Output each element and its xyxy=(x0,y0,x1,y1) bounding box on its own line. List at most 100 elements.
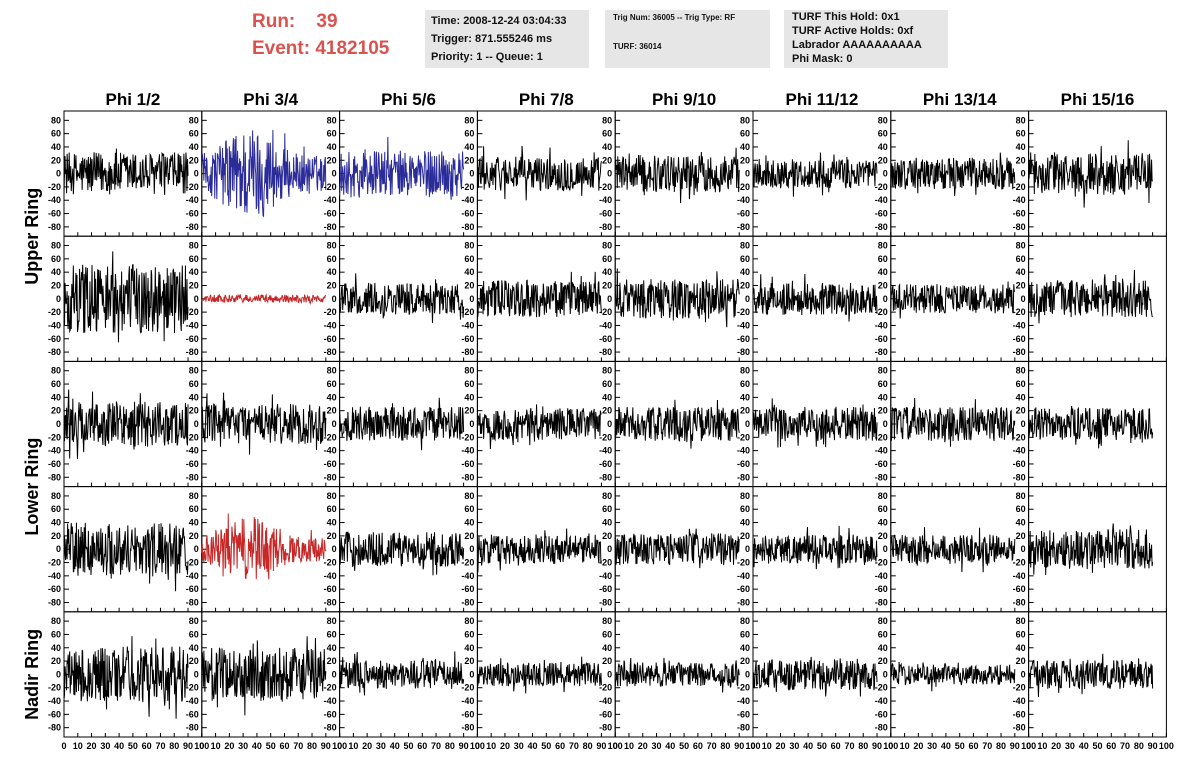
y-tick-label: -60 xyxy=(737,584,750,594)
y-tick-label: 40 xyxy=(327,142,337,152)
y-tick-label: -40 xyxy=(599,571,612,581)
y-tick-label: 80 xyxy=(1016,115,1026,125)
y-tick-label: -20 xyxy=(875,307,888,317)
x-tick-label: 20 xyxy=(638,741,648,751)
y-tick-label: 40 xyxy=(464,267,474,277)
y-tick-label: 0 xyxy=(1021,544,1026,554)
y-tick-label: 40 xyxy=(464,392,474,402)
y-tick-label: 60 xyxy=(464,129,474,139)
waveform-trace xyxy=(201,129,327,218)
y-tick-label: -40 xyxy=(875,696,888,706)
y-tick-label: -60 xyxy=(737,459,750,469)
waveform-panel: -80 -60 -40 -20 0 20 40 60 80 xyxy=(461,360,616,488)
y-tick-label: -60 xyxy=(599,459,612,469)
x-tick-label: 100 xyxy=(194,741,209,751)
y-tick-label: -40 xyxy=(324,571,337,581)
y-tick-label: 80 xyxy=(464,115,474,125)
y-tick-label: -60 xyxy=(324,209,337,219)
y-tick-label: 20 xyxy=(1016,280,1026,290)
y-tick-label: 60 xyxy=(1016,129,1026,139)
y-tick-label: -60 xyxy=(1013,709,1026,719)
y-tick-label: -20 xyxy=(461,432,474,442)
y-tick-label: 80 xyxy=(602,241,612,251)
y-tick-label: 40 xyxy=(740,518,750,528)
waveform-panel: -80 -60 -40 -20 0 20 40 60 80 xyxy=(324,235,478,362)
turf-active-text: TURF Active Holds: 0xf xyxy=(792,25,914,37)
x-tick-label: 30 xyxy=(789,741,799,751)
y-tick-label: 80 xyxy=(51,366,61,376)
y-tick-label: -40 xyxy=(48,446,61,456)
y-tick-label: -40 xyxy=(1013,696,1026,706)
x-tick-label: 80 xyxy=(858,741,868,751)
y-tick-label: -20 xyxy=(599,683,612,693)
x-tick-label: 0 xyxy=(613,741,618,751)
y-tick-label: -80 xyxy=(599,723,612,733)
x-tick-label: 10 xyxy=(1037,741,1047,751)
y-tick-label: 20 xyxy=(740,155,750,165)
column-label: Phi 5/6 xyxy=(381,90,436,109)
y-tick-label: -80 xyxy=(599,222,612,232)
y-tick-label: -80 xyxy=(324,472,337,482)
y-tick-label: -20 xyxy=(599,307,612,317)
y-tick-label: 20 xyxy=(602,531,612,541)
y-tick-label: -20 xyxy=(324,432,337,442)
y-tick-label: -80 xyxy=(875,597,888,607)
x-tick-label: 90 xyxy=(596,741,606,751)
y-tick-label: 0 xyxy=(469,294,474,304)
y-tick-label: 80 xyxy=(464,616,474,626)
y-tick-label: -60 xyxy=(599,334,612,344)
y-tick-label: 20 xyxy=(189,656,199,666)
waveform-trace xyxy=(890,152,1016,196)
time-info-box: Time: 2008-12-24 03:04:33 Trigger: 871.5… xyxy=(425,10,589,68)
y-tick-label: 0 xyxy=(745,544,750,554)
y-tick-label: 0 xyxy=(883,169,888,179)
x-tick-label: 60 xyxy=(555,741,565,751)
y-tick-label: 40 xyxy=(189,518,199,528)
y-tick-label: 40 xyxy=(327,518,337,528)
y-tick-label: -20 xyxy=(461,683,474,693)
waveform-trace xyxy=(752,398,878,448)
waveform-panel: -80 -60 -40 -20 0 20 40 60 80 xyxy=(599,110,754,237)
x-tick-label: 60 xyxy=(142,741,152,751)
y-tick-label: 40 xyxy=(327,392,337,402)
column-label: Phi 13/14 xyxy=(923,90,997,109)
y-tick-label: 60 xyxy=(189,129,199,139)
waveform-trace xyxy=(201,513,327,580)
y-tick-label: 60 xyxy=(602,254,612,264)
waveform-trace xyxy=(1028,653,1154,697)
y-tick-label: 0 xyxy=(194,294,199,304)
y-tick-label: -40 xyxy=(1013,320,1026,330)
y-tick-label: -80 xyxy=(186,222,199,232)
y-tick-label: -80 xyxy=(737,222,750,232)
turf-info-box: TURF This Hold: 0x1 TURF Active Holds: 0… xyxy=(784,10,948,68)
y-tick-label: -20 xyxy=(461,307,474,317)
waveform-trace xyxy=(752,525,878,570)
x-tick-label: 0 xyxy=(475,741,480,751)
waveform-panel: -80 -60 -40 -20 0 20 40 60 80 xyxy=(737,486,892,613)
y-tick-label: -20 xyxy=(599,432,612,442)
y-tick-label: -20 xyxy=(48,432,61,442)
x-tick-label: 40 xyxy=(941,741,951,751)
y-tick-label: 60 xyxy=(878,379,888,389)
y-tick-label: 60 xyxy=(464,379,474,389)
y-tick-label: -60 xyxy=(737,209,750,219)
x-tick-label: 60 xyxy=(279,741,289,751)
y-tick-label: -20 xyxy=(186,432,199,442)
y-tick-label: 80 xyxy=(464,366,474,376)
x-tick-label: 50 xyxy=(128,741,138,751)
y-tick-label: -80 xyxy=(461,347,474,357)
y-tick-label: -60 xyxy=(48,584,61,594)
y-tick-label: 20 xyxy=(51,280,61,290)
x-tick-label: 100 xyxy=(1021,741,1036,751)
trigger-text: Trigger: 871.555246 ms xyxy=(431,33,553,45)
y-tick-label: 0 xyxy=(469,419,474,429)
y-tick-label: -60 xyxy=(599,209,612,219)
y-tick-label: 80 xyxy=(327,241,337,251)
y-tick-label: -20 xyxy=(324,307,337,317)
y-tick-label: 40 xyxy=(878,518,888,528)
y-tick-label: 0 xyxy=(883,669,888,679)
y-tick-label: -60 xyxy=(461,709,474,719)
y-tick-label: 80 xyxy=(189,115,199,125)
y-tick-label: -80 xyxy=(324,597,337,607)
